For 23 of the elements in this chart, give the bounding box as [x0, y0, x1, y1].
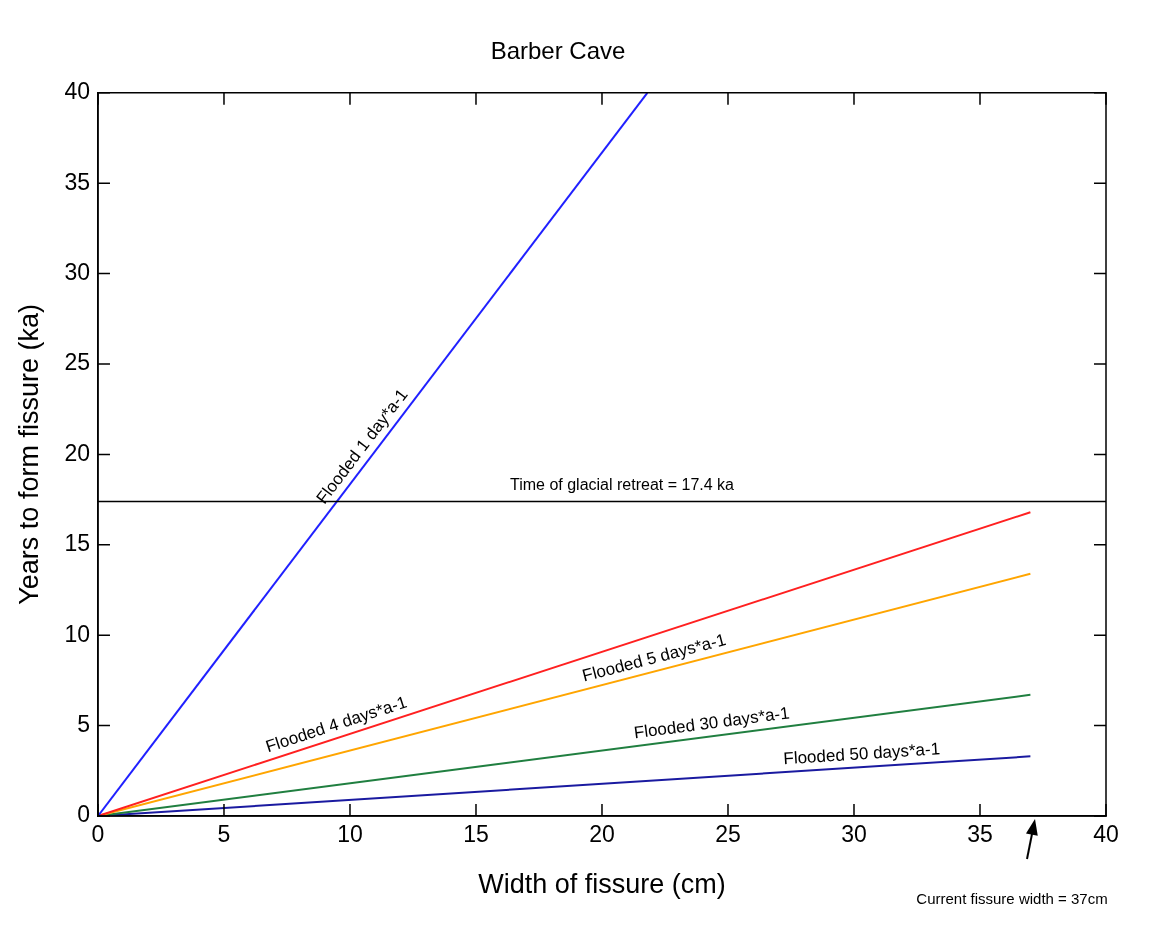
y-tick-label: 0: [77, 801, 90, 828]
x-tick-label: 30: [841, 821, 867, 848]
x-tick-label: 35: [967, 821, 993, 848]
y-tick-label: 25: [64, 349, 90, 376]
y-tick-label: 20: [64, 439, 90, 466]
y-tick-label: 40: [64, 78, 90, 105]
y-tick-label: 15: [64, 530, 90, 557]
x-tick-label: 15: [463, 821, 489, 848]
x-axis-title: Width of fissure (cm): [478, 869, 726, 900]
x-tick-label: 40: [1093, 821, 1119, 848]
ref-line-label: Time of glacial retreat = 17.4 ka: [510, 475, 735, 493]
y-tick-label: 30: [64, 258, 90, 285]
x-tick-label: 25: [715, 821, 741, 848]
text: Flooded 5 days*a-1: [580, 630, 728, 686]
x-tick-label: 10: [337, 821, 363, 848]
x-tick-label: 20: [589, 821, 615, 848]
text: Current fissure width = 37cm: [916, 889, 1108, 907]
x-tick-label: 5: [217, 821, 231, 848]
y-tick-label: 35: [64, 168, 90, 195]
y-axis-title: Years to form fissure (ka): [13, 304, 44, 605]
chart-title: Barber Cave: [490, 37, 626, 65]
y-tick-label: 5: [77, 710, 90, 737]
y-tick-label: 10: [64, 620, 90, 647]
